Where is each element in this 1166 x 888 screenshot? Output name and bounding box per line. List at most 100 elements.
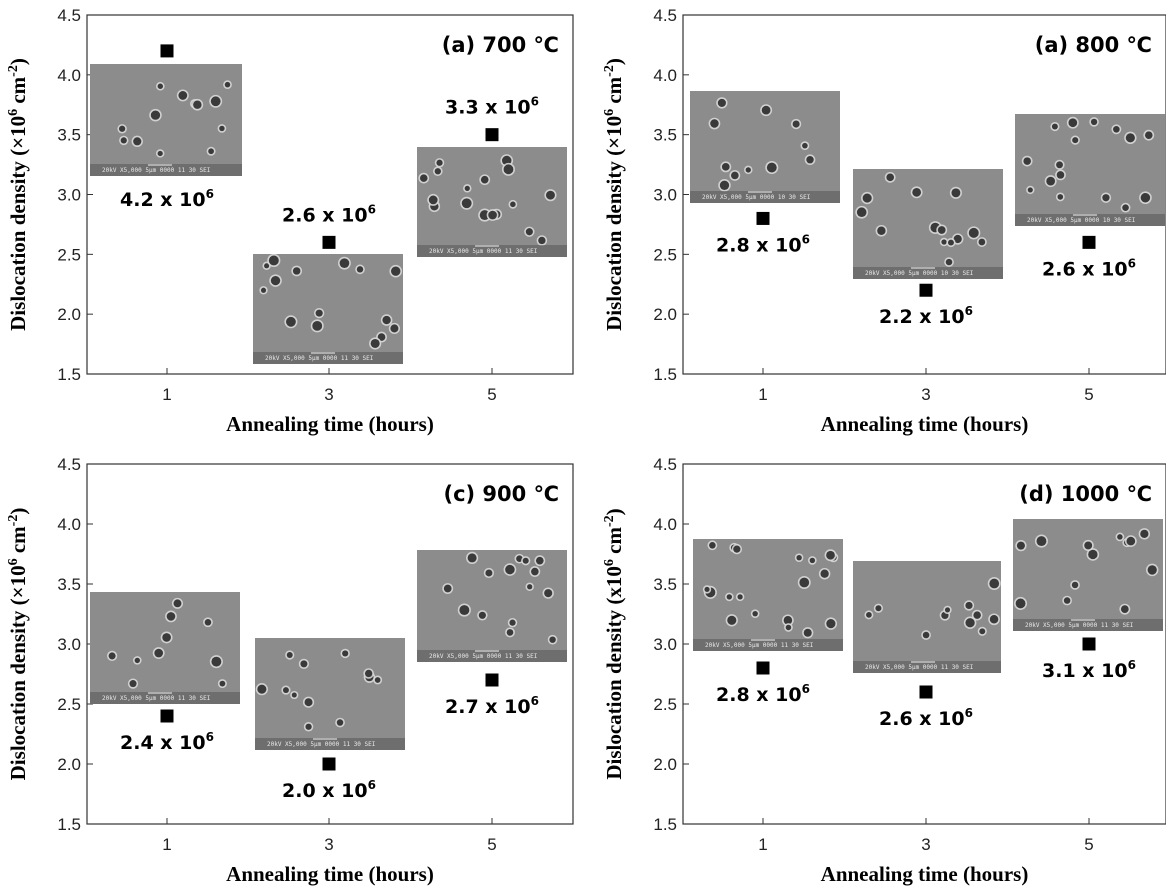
etch-pit	[461, 198, 472, 209]
sem-info-bar	[417, 650, 567, 662]
etch-pit	[391, 266, 401, 276]
y-axis-title-part: -2	[602, 65, 617, 77]
sem-caption: 20kV X5,000 5μm 0000 11 30 SEI	[705, 642, 814, 649]
etch-pit	[166, 612, 176, 621]
y-axis-title-part: )	[602, 508, 626, 515]
y-tick-label: 2.5	[653, 695, 677, 714]
y-tick-label: 3.0	[653, 635, 677, 654]
y-tick-label: 3.5	[57, 575, 81, 594]
etch-pit	[210, 96, 221, 107]
y-tick-label: 4.5	[653, 6, 677, 25]
x-tick-label: 1	[758, 385, 767, 404]
etch-pit	[178, 91, 188, 100]
etch-pit	[1027, 187, 1033, 193]
y-axis-title: Dislocation density (×106 cm-2)	[602, 58, 626, 331]
x-axis-title: Annealing time (hours)	[226, 862, 434, 886]
etch-pit	[1147, 565, 1157, 575]
etch-pit	[485, 569, 493, 577]
etch-pit	[154, 648, 164, 658]
etch-pit	[745, 167, 751, 173]
etch-pit	[1015, 598, 1026, 609]
sem-info-bar	[90, 692, 240, 704]
y-tick-label: 1.5	[57, 815, 81, 834]
etch-pit	[866, 612, 872, 618]
sem-caption: 20kV X5,000 5μm 0000 11 30 SEI	[102, 695, 211, 702]
y-tick-label: 3.0	[653, 186, 677, 205]
data-label-exponent: 6	[531, 95, 539, 109]
sem-info-bar	[853, 267, 1003, 279]
etch-pit	[1122, 204, 1129, 211]
sem-caption: 20kV X5,000 5μm 0000 11 30 SEI	[865, 664, 974, 671]
data-point-marker	[1082, 637, 1096, 651]
etch-pit	[785, 624, 792, 631]
x-tick-label: 5	[487, 385, 496, 404]
etch-pit	[544, 589, 553, 598]
data-point-label: 2.8 x 106	[716, 682, 810, 706]
sem-image-background	[853, 169, 1003, 279]
etch-pit	[727, 615, 737, 625]
etch-pit	[292, 267, 301, 275]
data-point-marker	[160, 44, 174, 58]
y-axis-title-part: -2	[602, 515, 617, 527]
data-label-exponent: 6	[368, 202, 376, 216]
sem-caption: 20kV X5,000 5μm 0000 11 30 SEI	[102, 167, 211, 174]
chart-panel-3: 1.5 2.0 2.5 3.0 3.5 4.0 4.5 1 3 5 Annealing time (…	[6, 455, 574, 886]
sem-info-bar	[693, 639, 843, 651]
sem-caption: 20kV X5,000 5μm 0000 11 30 SEI	[267, 741, 376, 748]
x-tick-label: 5	[1084, 385, 1093, 404]
etch-pit	[503, 164, 514, 175]
y-tick-label: 3.5	[653, 126, 677, 145]
sem-image-background	[693, 539, 843, 651]
data-point-label: 2.0 x 106	[282, 778, 376, 802]
x-tick-label: 3	[921, 385, 930, 404]
etch-pit	[965, 601, 973, 610]
chart-panel-4: 1.5 2.0 2.5 3.0 3.5 4.0 4.5 1 3 5 Annealing time (…	[602, 455, 1166, 886]
etch-pit	[953, 234, 962, 244]
inset-sem-image-2-2: 20kV X5,000 5μm 0000 11 30 SEI	[417, 550, 567, 662]
inset-sem-image-1-1: 20kV X5,000 5μm 0000 10 30 SEI	[853, 169, 1003, 279]
etch-pit	[480, 175, 489, 184]
etch-pit	[820, 569, 829, 578]
etch-pit	[1036, 536, 1047, 547]
etch-pit	[719, 180, 730, 190]
etch-pit	[965, 618, 975, 628]
etch-pit	[989, 578, 1000, 589]
etch-pit	[783, 616, 793, 625]
y-axis-title-part: -2	[6, 515, 21, 527]
y-tick-label: 1.5	[57, 365, 81, 384]
etch-pit	[922, 631, 930, 639]
y-tick-label: 3.5	[653, 575, 677, 594]
y-axis-title-part: -2	[6, 65, 21, 77]
etch-pit	[799, 577, 810, 588]
etch-pit	[219, 680, 226, 687]
data-label-exponent: 6	[965, 304, 973, 318]
etch-pit	[1057, 194, 1064, 200]
data-point-label: 2.2 x 106	[879, 304, 973, 328]
data-label-base: 2.8 x 10	[716, 684, 802, 706]
panel-title: (a) 800 ℃	[1035, 33, 1152, 57]
sem-image-background	[90, 64, 242, 176]
sem-caption: 20kV X5,000 5μm 0000 10 30 SEI	[865, 270, 974, 277]
etch-pit	[1144, 131, 1153, 139]
data-point-marker	[919, 283, 933, 297]
data-point-marker	[919, 685, 933, 699]
etch-pit	[312, 320, 323, 331]
panel-title: (d) 1000 ℃	[1019, 482, 1152, 506]
etch-pit	[545, 190, 555, 200]
etch-pit	[382, 315, 391, 325]
etch-pit	[129, 680, 137, 688]
inset-sem-image-1-2: 20kV X5,000 5μm 0000 10 30 SEI	[1015, 114, 1165, 226]
etch-pit	[305, 723, 312, 730]
etch-pit	[726, 594, 733, 600]
inset-sem-image-0-0: 20kV X5,000 5μm 0000 11 30 SEI	[90, 64, 242, 176]
etch-pit	[733, 545, 741, 553]
sem-caption: 20kV X5,000 5μm 0000 11 30 SEI	[429, 653, 538, 660]
etch-pit	[434, 168, 441, 175]
x-tick-label: 1	[162, 835, 171, 854]
etch-pit	[948, 239, 954, 246]
etch-pit	[488, 210, 497, 220]
y-axis-title-part: cm	[6, 76, 30, 109]
etch-pit	[737, 594, 743, 600]
y-axis-title-part: Dislocation density (x10	[602, 566, 626, 780]
